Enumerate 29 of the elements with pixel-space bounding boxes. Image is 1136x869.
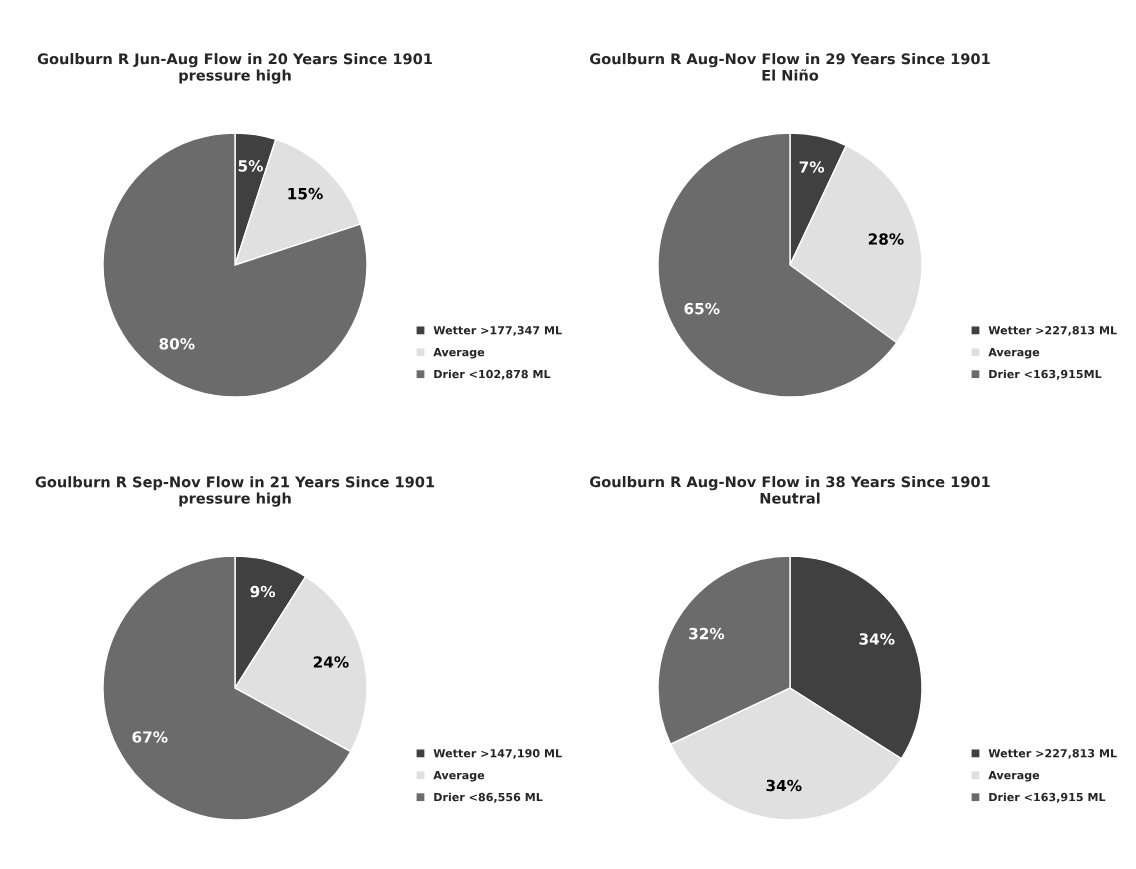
data-label: 9% xyxy=(250,585,276,598)
legend-label: Wetter >227,813 ML xyxy=(988,749,1117,759)
legend-label: Wetter >177,347 ML xyxy=(433,326,562,336)
pie-slice xyxy=(102,132,368,398)
legend-label: Wetter >227,813 ML xyxy=(988,326,1117,336)
data-label: 80% xyxy=(159,337,195,350)
chart-title: Goulburn R Aug-Nov Flow in 38 Years Since 1901 Neutral xyxy=(590,476,990,504)
data-label: 5% xyxy=(238,160,263,172)
chart-title: Goulburn R Aug-Nov Flow in 29 Years Since 1901 El Niño xyxy=(590,53,990,81)
data-label: 65% xyxy=(684,302,720,315)
data-label: 34% xyxy=(859,633,895,645)
data-label: 7% xyxy=(799,161,825,173)
legend-label: Wetter >147,190 ML xyxy=(433,749,562,759)
legend-label: Average xyxy=(988,771,1040,782)
data-label: 15% xyxy=(288,187,323,200)
legend-label: Average xyxy=(433,348,485,359)
legend-label: Drier <163,915 ML xyxy=(989,792,1106,803)
chart-title: Goulburn R Sep-Nov Flow in 21 Years Since 1901 pressure high xyxy=(35,476,435,507)
data-label: 67% xyxy=(132,731,168,743)
data-label: 34% xyxy=(766,779,802,792)
data-label: 24% xyxy=(313,656,349,668)
legend-label: Average xyxy=(988,348,1040,359)
chart-title: Goulburn R Jun-Aug Flow in 20 Years Since 1901 pressure high xyxy=(37,53,432,84)
legend-label: Drier <102,878 ML xyxy=(434,369,551,380)
legend-label: Drier <163,915ML xyxy=(989,369,1102,380)
legend-label: Drier <86,556 ML xyxy=(434,792,543,803)
data-label: 28% xyxy=(868,233,904,245)
legend-label: Average xyxy=(433,771,485,782)
data-label: 32% xyxy=(689,627,725,640)
